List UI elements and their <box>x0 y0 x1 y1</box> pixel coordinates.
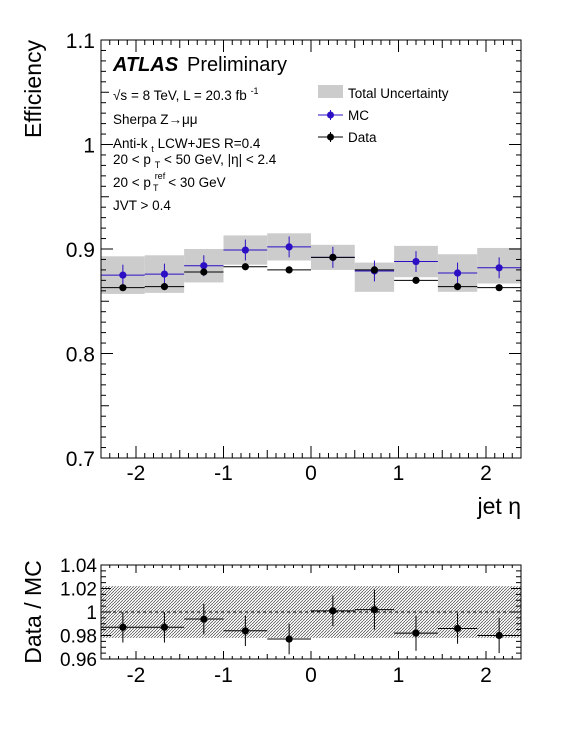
y-tick-label: 0.8 <box>66 344 95 367</box>
ratio-x-tick-label: -2 <box>127 664 146 687</box>
sqrt-s: √s <box>113 88 127 103</box>
ratio-x-tick-label: 0 <box>305 664 317 687</box>
legend-label-data: Data <box>348 130 377 145</box>
legend-band-swatch <box>318 85 343 98</box>
data-point <box>241 263 249 271</box>
jet-algo-sub: t <box>151 144 154 154</box>
energy-lumi-text: √s = 8 TeV, L = 20.3 fb -1 <box>113 86 259 103</box>
ratio-point <box>453 624 462 633</box>
generator-text: Sherpa Z→μμ <box>113 112 198 127</box>
mc-point <box>200 262 208 270</box>
x-tick-label: 1 <box>393 462 405 485</box>
pt-cut-text: 20 < p T < 50 GeV, |η| < 2.4 <box>113 152 277 171</box>
lumi-unit-sup: -1 <box>251 86 259 96</box>
x-tick-label: -1 <box>214 462 233 485</box>
bottom-x-axis: -2 -1 0 1 2 <box>100 565 522 687</box>
ptref-cut-b: < 30 GeV <box>168 175 225 190</box>
pt-cut-b: < 50 GeV, |η| < 2.4 <box>164 152 277 167</box>
data-point <box>453 283 462 291</box>
ratio-point <box>285 635 293 643</box>
ratio-y-tick-label: 1 <box>86 603 97 624</box>
data-point <box>200 268 208 276</box>
jet-algo-rest: LCW+JES R=0.4 <box>158 136 261 151</box>
ratio-point <box>241 627 249 635</box>
x-tick-label: 0 <box>305 462 317 485</box>
ratio-y-tick-label: 1.04 <box>60 556 97 577</box>
ptref-cut-a: 20 < p <box>113 175 151 190</box>
ratio-y-tick-label: 1.02 <box>60 580 97 601</box>
legend-label-mc: MC <box>348 108 369 123</box>
atlas-label: ATLAS Preliminary <box>112 54 287 76</box>
ratio-point <box>329 607 337 615</box>
mc-point <box>119 271 127 279</box>
ratio-series <box>101 589 521 655</box>
top-y-axis-label: Efficiency <box>20 40 46 139</box>
data-point <box>370 266 379 274</box>
data-point <box>119 284 127 292</box>
y-tick-label: 1.1 <box>66 30 95 53</box>
top-y-axis: 0.7 0.8 0.9 1 1.1 <box>66 30 521 471</box>
top-x-axis-label: jet η <box>477 493 521 519</box>
ptref-sup: ref <box>155 171 166 181</box>
ptref-cut-text: 20 < p ref T < 30 GeV <box>113 167 226 194</box>
ptref-sub: T <box>153 183 159 193</box>
x-tick-label: -2 <box>127 462 146 485</box>
data-point <box>160 283 169 291</box>
ratio-x-tick-label: -1 <box>214 664 233 687</box>
data-point <box>495 284 503 292</box>
ratio-point <box>370 606 379 614</box>
ratio-x-tick-label: 2 <box>480 664 492 687</box>
ratio-x-tick-label: 1 <box>393 664 405 687</box>
legend-mc-marker <box>327 111 334 119</box>
ratio-point <box>119 623 127 631</box>
preliminary-text: Preliminary <box>187 54 287 76</box>
mc-point <box>412 257 420 266</box>
ratio-point <box>495 631 503 640</box>
y-tick-label: 0.7 <box>66 448 95 471</box>
ratio-point <box>412 629 420 637</box>
mc-point <box>160 270 169 278</box>
mc-point <box>495 264 503 272</box>
x-tick-label: 2 <box>480 462 492 485</box>
ratio-y-tick-label: 0.98 <box>60 627 97 648</box>
mc-point <box>285 243 293 251</box>
data-point <box>329 253 337 261</box>
energy-lumi-rest: = 8 TeV, L = 20.3 fb <box>131 88 247 103</box>
y-tick-label: 1 <box>83 135 95 158</box>
atlas-text: ATLAS <box>112 54 179 76</box>
mc-point <box>241 246 249 254</box>
data-point <box>285 266 293 274</box>
legend: Total Uncertainty MC Data <box>318 85 449 145</box>
bottom-y-axis-label: Data / MC <box>20 560 46 664</box>
bottom-y-axis: 0.960.98 11.02 1.04 <box>60 556 521 671</box>
data-series <box>101 253 521 292</box>
pt-cut-a: 20 < p <box>113 152 151 167</box>
ratio-point <box>160 623 169 631</box>
data-point <box>412 276 420 284</box>
legend-data-marker <box>327 133 334 141</box>
jvt-cut-text: JVT > 0.4 <box>113 198 171 213</box>
jet-algo-main: Anti-k <box>113 136 148 151</box>
mc-point <box>453 269 462 277</box>
jet-algorithm-text: Anti-k t LCW+JES R=0.4 <box>113 136 261 155</box>
y-tick-label: 0.9 <box>66 239 95 262</box>
pt-cut-sub: T <box>155 160 161 170</box>
ratio-point <box>200 615 208 623</box>
top-x-axis: -2 -1 0 1 2 <box>100 40 522 485</box>
ratio-y-tick-label: 0.96 <box>60 650 97 671</box>
legend-label-total-uncertainty: Total Uncertainty <box>348 86 449 101</box>
